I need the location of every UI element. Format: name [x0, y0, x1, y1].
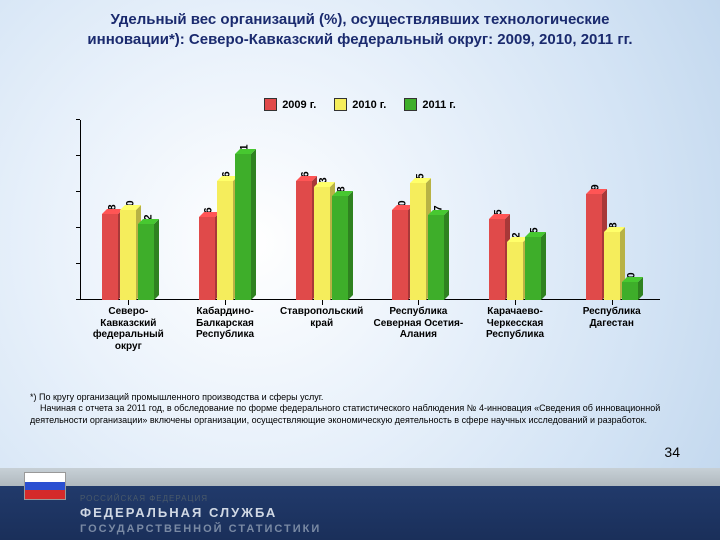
- bar: 6,6: [217, 181, 233, 300]
- flag-stripe: [25, 482, 65, 491]
- legend-label: 2011 г.: [422, 99, 455, 111]
- bar-chart: 4,85,04,24,66,68,16,66,35,85,06,54,74,53…: [80, 120, 660, 300]
- bar: 4,8: [102, 214, 118, 300]
- bar: 3,2: [507, 242, 523, 300]
- bar-group: 6,66,35,8: [273, 120, 370, 300]
- x-label: РеспубликаДагестан: [563, 306, 660, 352]
- legend-item: 2009 г.: [264, 98, 316, 111]
- bar: 5,0: [392, 210, 408, 300]
- bar: 6,6: [296, 181, 312, 300]
- x-label: Кабардино-БалкарскаяРеспублика: [177, 306, 274, 352]
- bar: 4,5: [489, 219, 505, 300]
- bar: 5,0: [120, 210, 136, 300]
- bar: 5,9: [586, 194, 602, 300]
- legend-label: 2009 г.: [282, 99, 316, 111]
- bar: 8,1: [235, 154, 251, 300]
- legend-label: 2010 г.: [352, 99, 386, 111]
- legend: 2009 г. 2010 г. 2011 г.: [0, 98, 720, 111]
- x-label: РеспубликаСеверная Осетия-Алания: [370, 306, 467, 352]
- bar: 5,8: [332, 196, 348, 300]
- bar-group: 5,06,54,7: [370, 120, 467, 300]
- footer-mid-text: ФЕДЕРАЛЬНАЯ СЛУЖБА: [80, 505, 277, 520]
- legend-item: 2011 г.: [404, 98, 455, 111]
- x-label: Северо-Кавказскийфедеральныйокруг: [80, 306, 177, 352]
- x-labels: Северо-КавказскийфедеральныйокругКабарди…: [80, 306, 660, 352]
- bar-group: 4,53,23,5: [467, 120, 564, 300]
- bar: 4,6: [199, 217, 215, 300]
- legend-swatch: [334, 98, 347, 111]
- x-label: Карачаево-ЧеркесскаяРеспублика: [467, 306, 564, 352]
- bar-group: 5,93,81,0: [563, 120, 660, 300]
- footer-bot-text: ГОСУДАРСТВЕННОЙ СТАТИСТИКИ: [80, 523, 321, 535]
- chart-title: Удельный вес организаций (%), осуществля…: [40, 10, 680, 49]
- bar: 4,2: [138, 224, 154, 300]
- bar: 3,5: [525, 237, 541, 300]
- legend-swatch: [404, 98, 417, 111]
- legend-item: 2010 г.: [334, 98, 386, 111]
- legend-swatch: [264, 98, 277, 111]
- page-number: 34: [664, 444, 680, 460]
- bar: 4,7: [428, 215, 444, 300]
- flag-icon: [24, 472, 66, 500]
- flag-stripe: [25, 490, 65, 499]
- bar: 1,0: [622, 282, 638, 300]
- bar-groups: 4,85,04,24,66,68,16,66,35,85,06,54,74,53…: [80, 120, 660, 300]
- bar: 6,5: [410, 183, 426, 300]
- footer-top-text: РОССИЙСКАЯ ФЕДЕРАЦИЯ: [80, 494, 208, 503]
- bar: 3,8: [604, 232, 620, 300]
- bar: 6,3: [314, 187, 330, 300]
- footnote: *) По кругу организаций промышленного пр…: [30, 392, 690, 426]
- flag-stripe: [25, 473, 65, 482]
- x-label: Ставропольскийкрай: [273, 306, 370, 352]
- bar-group: 4,66,68,1: [177, 120, 274, 300]
- footer-banner: РОССИЙСКАЯ ФЕДЕРАЦИЯ ФЕДЕРАЛЬНАЯ СЛУЖБА …: [0, 468, 720, 540]
- bar-group: 4,85,04,2: [80, 120, 177, 300]
